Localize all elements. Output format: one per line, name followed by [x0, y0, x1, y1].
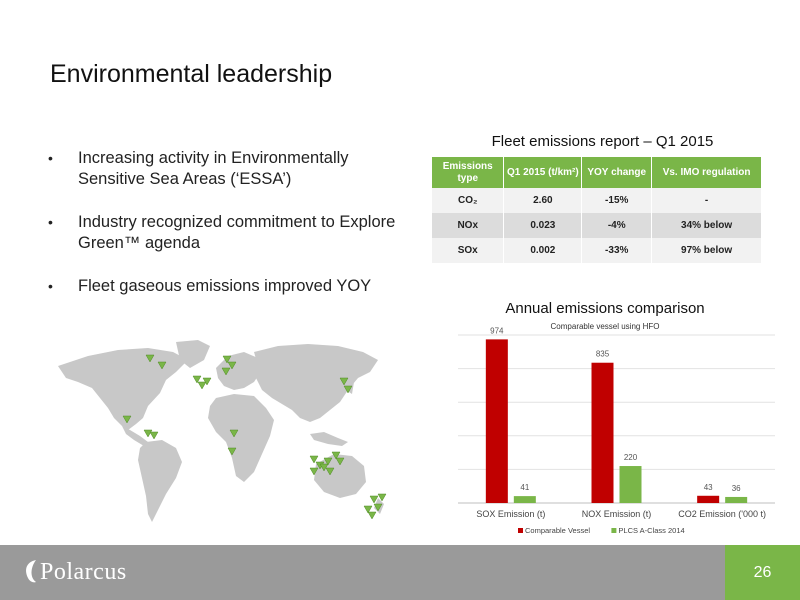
africa-land [208, 394, 274, 482]
triangle-down-icon [122, 415, 132, 424]
triangle-down-icon [221, 367, 231, 376]
table-cell: 97% below [651, 238, 762, 263]
bullet-list: • Increasing activity in Environmentally … [48, 148, 408, 319]
triangle-down-icon [369, 495, 379, 504]
table-cell: -4% [581, 213, 653, 238]
chart-data-label: 43 [704, 483, 713, 492]
triangle-down-icon [309, 467, 319, 476]
chart-legend-label: Comparable Vessel [525, 526, 590, 535]
polarcus-logo-icon [26, 560, 36, 583]
chart-data-label: 835 [596, 350, 610, 359]
triangle-down-icon [323, 457, 333, 466]
table-row: NOx 0.023 -4% 34% below [432, 213, 762, 238]
chart-category-label: CO2 Emission ('000 t) [678, 509, 766, 519]
emissions-table: Emissions type Q1 2015 (t/km²) YOY chang… [432, 157, 762, 263]
emissions-bar-chart: 974 41 SOX Emission (t) 835 220 NOX Emission … [458, 326, 775, 535]
triangle-down-icon [229, 429, 239, 438]
central-america-land [122, 426, 148, 446]
greenland-land [176, 340, 210, 368]
chart-category-label: NOX Emission (t) [582, 509, 652, 519]
header-vs-imo: Vs. IMO regulation [651, 157, 762, 188]
triangle-down-icon [343, 385, 353, 394]
world-map [58, 340, 387, 522]
table-cell: 2.60 [503, 188, 583, 213]
table-header-row: Emissions type Q1 2015 (t/km²) YOY chang… [432, 157, 762, 188]
triangle-down-icon [367, 511, 377, 520]
bullet-marker: • [48, 214, 53, 230]
bullet-item: • Fleet gaseous emissions improved YOY [48, 277, 372, 295]
triangle-down-icon [377, 493, 387, 502]
table-cell: 0.023 [503, 213, 583, 238]
chart-data-label: 974 [490, 326, 504, 335]
chart-title: Annual emissions comparison [505, 300, 705, 317]
chart-bar [725, 496, 748, 503]
land-masses [58, 340, 384, 522]
triangle-down-icon [319, 463, 329, 472]
chart-bar [619, 466, 642, 503]
table-cell: -33% [581, 238, 653, 263]
company-logo: Polarcus [40, 559, 127, 585]
chart-data-label: 220 [624, 453, 638, 462]
triangle-down-icon [339, 377, 349, 386]
triangle-down-icon [331, 451, 341, 460]
bullet-marker: • [48, 278, 53, 294]
triangle-down-icon [227, 361, 237, 370]
triangle-down-icon [149, 431, 159, 440]
table-row: CO₂ 2.60 -15% - [432, 188, 762, 213]
header-emissions-type: Emissions type [432, 157, 505, 188]
header-yoy-change: YOY change [581, 157, 653, 188]
triangle-down-icon [325, 467, 335, 476]
chart-bar [591, 362, 614, 503]
europe-land [216, 352, 262, 390]
slide-title: Environmental leadership [50, 60, 333, 88]
footer-bar: Polarcus 26 [0, 545, 800, 600]
table-cell: CO₂ [432, 188, 505, 213]
vessel-markers [122, 354, 387, 520]
triangle-down-icon [373, 503, 383, 512]
chart-subtitle: Comparable vessel using HFO [550, 322, 660, 331]
north-america-land [58, 348, 188, 430]
chart-data-label: 41 [520, 483, 529, 492]
table-title: Fleet emissions report – Q1 2015 [491, 133, 714, 150]
triangle-down-icon [309, 455, 319, 464]
triangle-down-icon [202, 377, 212, 386]
table-row: SOx 0.002 -33% 97% below [432, 238, 762, 263]
bullet-marker: • [48, 150, 53, 166]
page-number: 26 [725, 545, 800, 600]
chart-bar [485, 339, 508, 503]
chart-legend-label: PLCS A-Class 2014 [618, 526, 684, 535]
triangle-down-icon [227, 447, 237, 456]
bullet-item: • Industry recognized commitment to Explo… [48, 213, 396, 252]
table-cell: 0.002 [503, 238, 583, 263]
triangle-down-icon [335, 457, 345, 466]
table-cell: SOx [432, 238, 505, 263]
chart-bar [513, 496, 536, 503]
triangle-down-icon [222, 355, 232, 364]
south-america-land [138, 440, 182, 522]
triangle-down-icon [192, 375, 202, 384]
table-cell: NOx [432, 213, 505, 238]
chart-data-label: 36 [732, 484, 741, 493]
triangle-down-icon [145, 354, 155, 363]
table-cell: - [651, 188, 762, 213]
chart-legend-swatch [518, 528, 523, 533]
asia-land [254, 344, 378, 422]
southeast-asia-islands [310, 432, 348, 446]
table-cell: -15% [581, 188, 653, 213]
chart-category-label: SOX Emission (t) [476, 509, 545, 519]
triangle-down-icon [197, 381, 207, 390]
bullet-item: • Increasing activity in Environmentally … [48, 149, 349, 188]
chart-legend-swatch [611, 528, 617, 533]
table-cell: 34% below [651, 213, 762, 238]
chart-bar [697, 495, 720, 503]
triangle-down-icon [363, 505, 373, 514]
header-q1-2015: Q1 2015 (t/km²) [503, 157, 583, 188]
triangle-down-icon [157, 361, 167, 370]
